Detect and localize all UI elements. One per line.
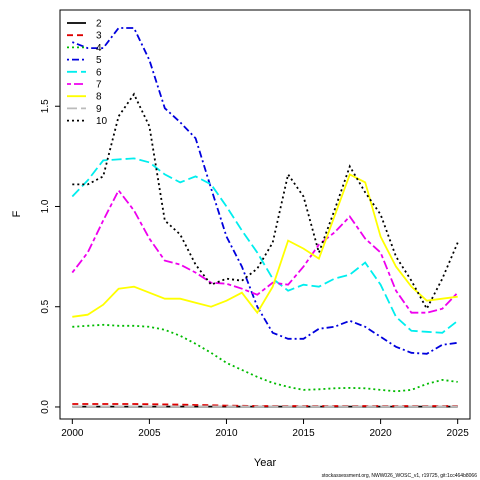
series-line-7 [71,188,459,314]
plot-frame [59,9,471,420]
legend-label-10: 10 [96,116,108,127]
series-line-8 [72,173,458,318]
y-tick-label: 0.0 [40,400,51,414]
series-line-5 [71,27,458,355]
x-tick-label: 2020 [369,428,392,439]
footer-text: stockassessment.org, NWW026_WOSC_v1, r19… [322,473,478,479]
series-lines [71,27,459,408]
legend-label-3: 3 [96,31,102,42]
series-line-10 [72,92,459,311]
x-tick-label: 2005 [138,428,161,439]
y-axis-label: F [11,210,23,217]
y-tick-label: 1.0 [40,199,51,213]
y-tick-label: 0.5 [40,299,51,313]
series-line-3 [72,403,458,407]
legend-label-4: 4 [96,43,102,54]
legend-label-2: 2 [96,19,102,30]
x-tick-label: 2025 [447,428,470,439]
legend-label-9: 9 [96,104,102,115]
y-axis-ticks: 0.0 0.5 1.0 1.5 [40,99,60,414]
series-line-4 [72,323,458,393]
legend-label-5: 5 [96,55,102,66]
y-tick-label: 1.5 [40,99,51,113]
series-line-6 [71,157,459,334]
x-tick-label: 2010 [215,428,238,439]
legend-label-6: 6 [96,67,102,78]
x-tick-label: 2000 [61,428,84,439]
x-axis-label: Year [254,457,277,469]
legend-label-7: 7 [96,80,102,91]
x-tick-label: 2015 [292,428,315,439]
legend-label-8: 8 [96,92,102,103]
x-axis-ticks: 2000 2005 2010 2015 2020 2025 [61,419,469,439]
